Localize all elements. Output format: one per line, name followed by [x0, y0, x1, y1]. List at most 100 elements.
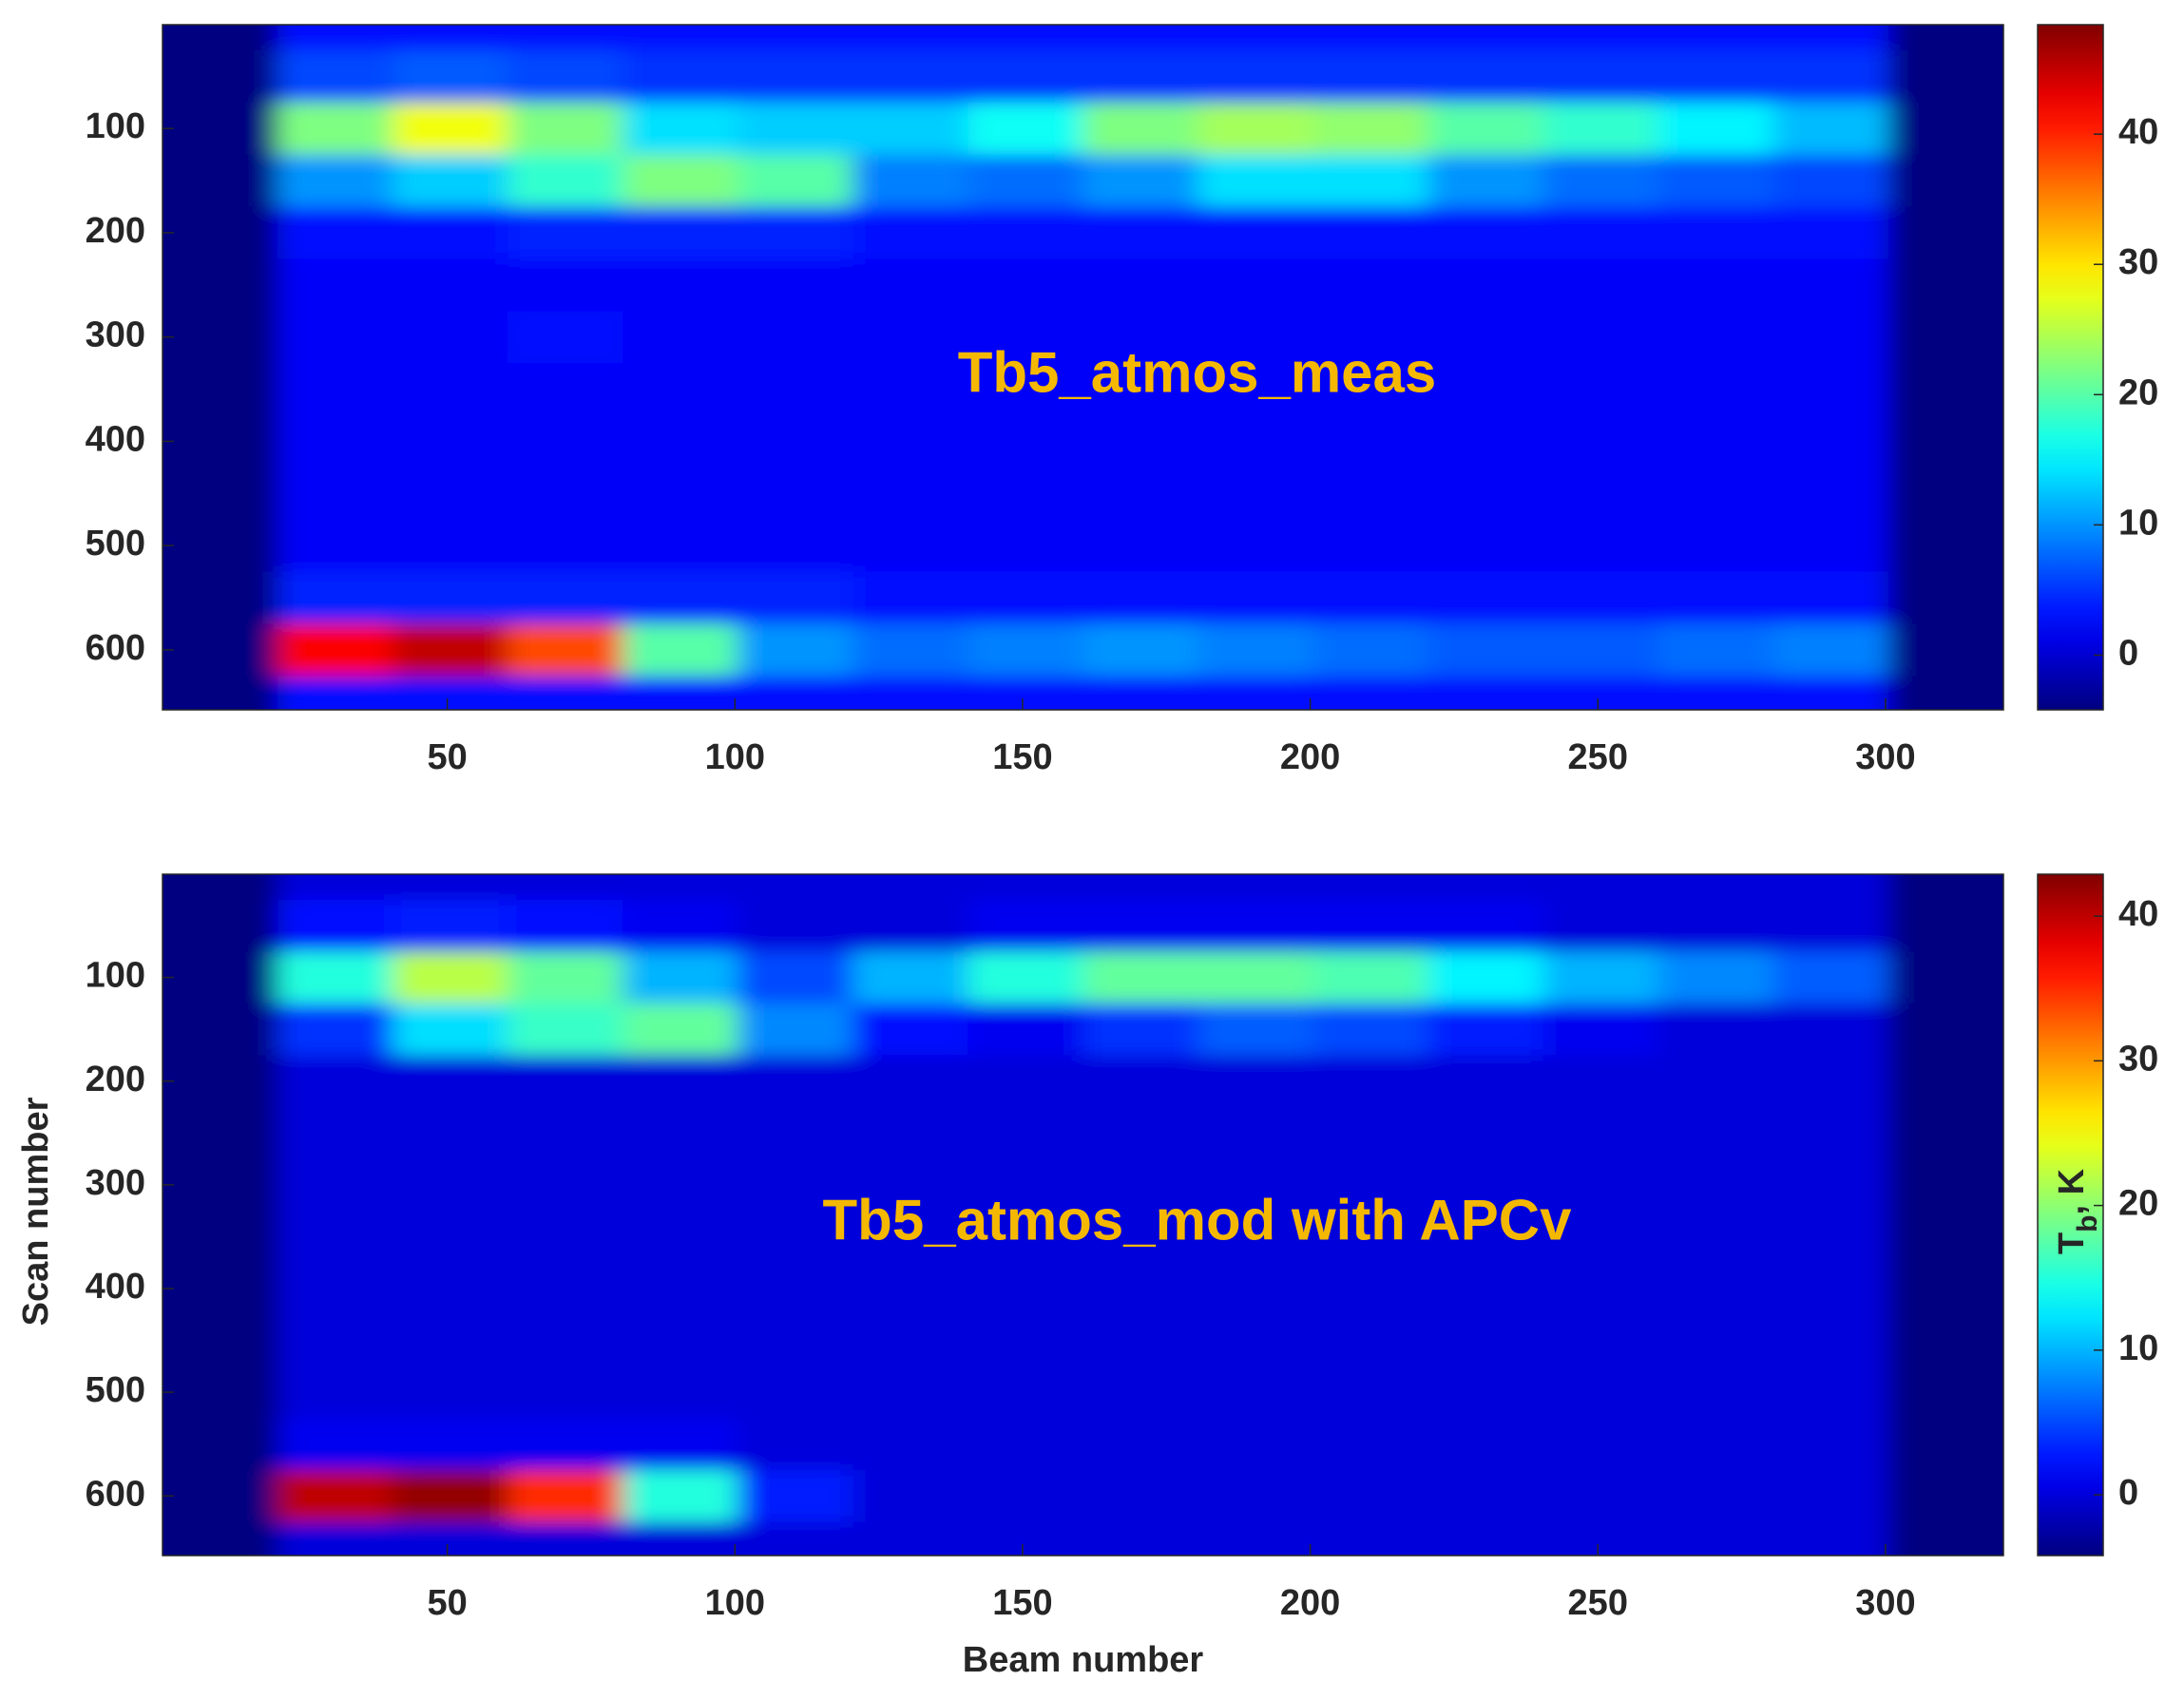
y-tick-label: 400 — [86, 419, 145, 459]
heatmap-cell — [1312, 676, 1429, 710]
heatmap-cell — [1082, 414, 1199, 468]
heatmap-cell — [1197, 623, 1314, 677]
heatmap-cell — [163, 1107, 278, 1160]
heatmap-cell — [163, 258, 278, 312]
heatmap-cell — [163, 899, 278, 952]
heatmap-cell — [508, 1003, 623, 1056]
heatmap-cell — [1657, 363, 1774, 416]
heatmap-cell — [1887, 102, 2003, 156]
heatmap-cell — [1082, 519, 1199, 573]
heatmap-cell — [163, 154, 278, 207]
heatmap-cell — [1197, 1418, 1314, 1471]
heatmap-cell — [623, 874, 738, 901]
heatmap-cell — [1312, 1107, 1429, 1160]
heatmap-cell — [278, 1366, 393, 1419]
heatmap-cell — [967, 951, 1083, 1004]
heatmap-cell — [738, 414, 853, 468]
heatmap-cell — [623, 49, 738, 104]
heatmap-cell — [163, 623, 278, 677]
y-tick-label: 200 — [86, 211, 145, 251]
heatmap-cell — [853, 414, 968, 468]
heatmap-cell — [853, 623, 968, 677]
heatmap-cell — [1887, 1055, 2003, 1108]
y-tick-label: 500 — [86, 524, 145, 563]
heatmap-cell — [393, 623, 508, 677]
colorbar-tick-label: 10 — [2118, 503, 2158, 543]
heatmap-cell — [1427, 1107, 1544, 1160]
heatmap-cell — [738, 951, 853, 1004]
heatmap-cell — [623, 571, 738, 624]
heatmap-cell — [1427, 102, 1544, 156]
heatmap-cell — [1657, 467, 1774, 521]
heatmap-cell — [967, 1521, 1083, 1556]
heatmap-cell — [1772, 414, 1889, 468]
heatmap-cell — [278, 899, 393, 952]
heatmap-cell — [738, 1314, 853, 1367]
heatmap-cell — [967, 1469, 1083, 1523]
heatmap-cell — [1427, 899, 1544, 952]
heatmap-cell — [1657, 154, 1774, 207]
heatmap-cell — [393, 951, 508, 1004]
heatmap-cell — [1082, 1158, 1199, 1212]
heatmap-cell — [1427, 1314, 1544, 1367]
heatmap-cell — [393, 676, 508, 710]
heatmap-cell — [163, 519, 278, 573]
heatmap-cell — [1657, 311, 1774, 364]
heatmap-cell — [1312, 258, 1429, 312]
heatmap-cell — [1312, 311, 1429, 364]
heatmap-cell — [967, 899, 1083, 952]
heatmap-cell — [508, 154, 623, 207]
heatmap-cell — [623, 519, 738, 573]
x-axis-label: Beam number — [963, 1640, 1204, 1680]
heatmap-cell — [1772, 874, 1889, 901]
heatmap-cell — [508, 1418, 623, 1471]
heatmap-cell — [393, 1418, 508, 1471]
heatmap-cell — [967, 1158, 1083, 1212]
heatmap-cell — [1772, 1003, 1889, 1056]
heatmap-cell — [853, 951, 968, 1004]
heatmap-cell — [393, 571, 508, 624]
x-tick-label: 200 — [1280, 1583, 1340, 1623]
heatmap-cell — [278, 414, 393, 468]
heatmap-cell — [1657, 571, 1774, 624]
heatmap-cell — [1542, 951, 1659, 1004]
heatmap-cell — [278, 1262, 393, 1315]
heatmap-cell — [1197, 951, 1314, 1004]
heatmap-cell — [278, 258, 393, 312]
heatmap-cell — [1427, 311, 1544, 364]
heatmap-cell — [1657, 102, 1774, 156]
heatmap-cell — [1542, 49, 1659, 104]
heatmap-cell — [393, 1366, 508, 1419]
heatmap-cell — [1887, 676, 2003, 710]
x-tick-label: 250 — [1568, 1583, 1628, 1623]
x-tick-label: 300 — [1855, 1583, 1915, 1623]
heatmap-cell — [163, 1158, 278, 1212]
colorbar-tick-label: 40 — [2118, 894, 2158, 934]
heatmap-cell — [738, 1469, 853, 1523]
heatmap-cell — [738, 25, 853, 51]
heatmap-cell — [738, 1418, 853, 1471]
y-tick-label: 400 — [86, 1267, 145, 1307]
heatmap-cell — [623, 623, 738, 677]
heatmap-cell — [967, 1211, 1083, 1264]
heatmap-cell — [1772, 25, 1889, 51]
heatmap-cell — [1887, 154, 2003, 207]
heatmap-cell — [1312, 1366, 1429, 1419]
heatmap-cell — [1427, 154, 1544, 207]
heatmap-cell — [623, 676, 738, 710]
heatmap-cell — [853, 467, 968, 521]
heatmap-cell — [1197, 899, 1314, 952]
heatmap-cell — [163, 1262, 278, 1315]
heatmap-cell — [853, 1418, 968, 1471]
heatmap-cell — [1197, 1055, 1314, 1108]
heatmap-cell — [163, 1418, 278, 1471]
heatmap-cell — [1887, 467, 2003, 521]
heatmap-cell — [623, 1055, 738, 1108]
heatmap-cell — [1197, 154, 1314, 207]
heatmap-cell — [1312, 1521, 1429, 1556]
heatmap-cell — [1082, 258, 1199, 312]
heatmap-cell — [1197, 571, 1314, 624]
heatmap-cell — [1427, 1521, 1544, 1556]
heatmap-cell — [1887, 899, 2003, 952]
heatmap-cell — [508, 311, 623, 364]
